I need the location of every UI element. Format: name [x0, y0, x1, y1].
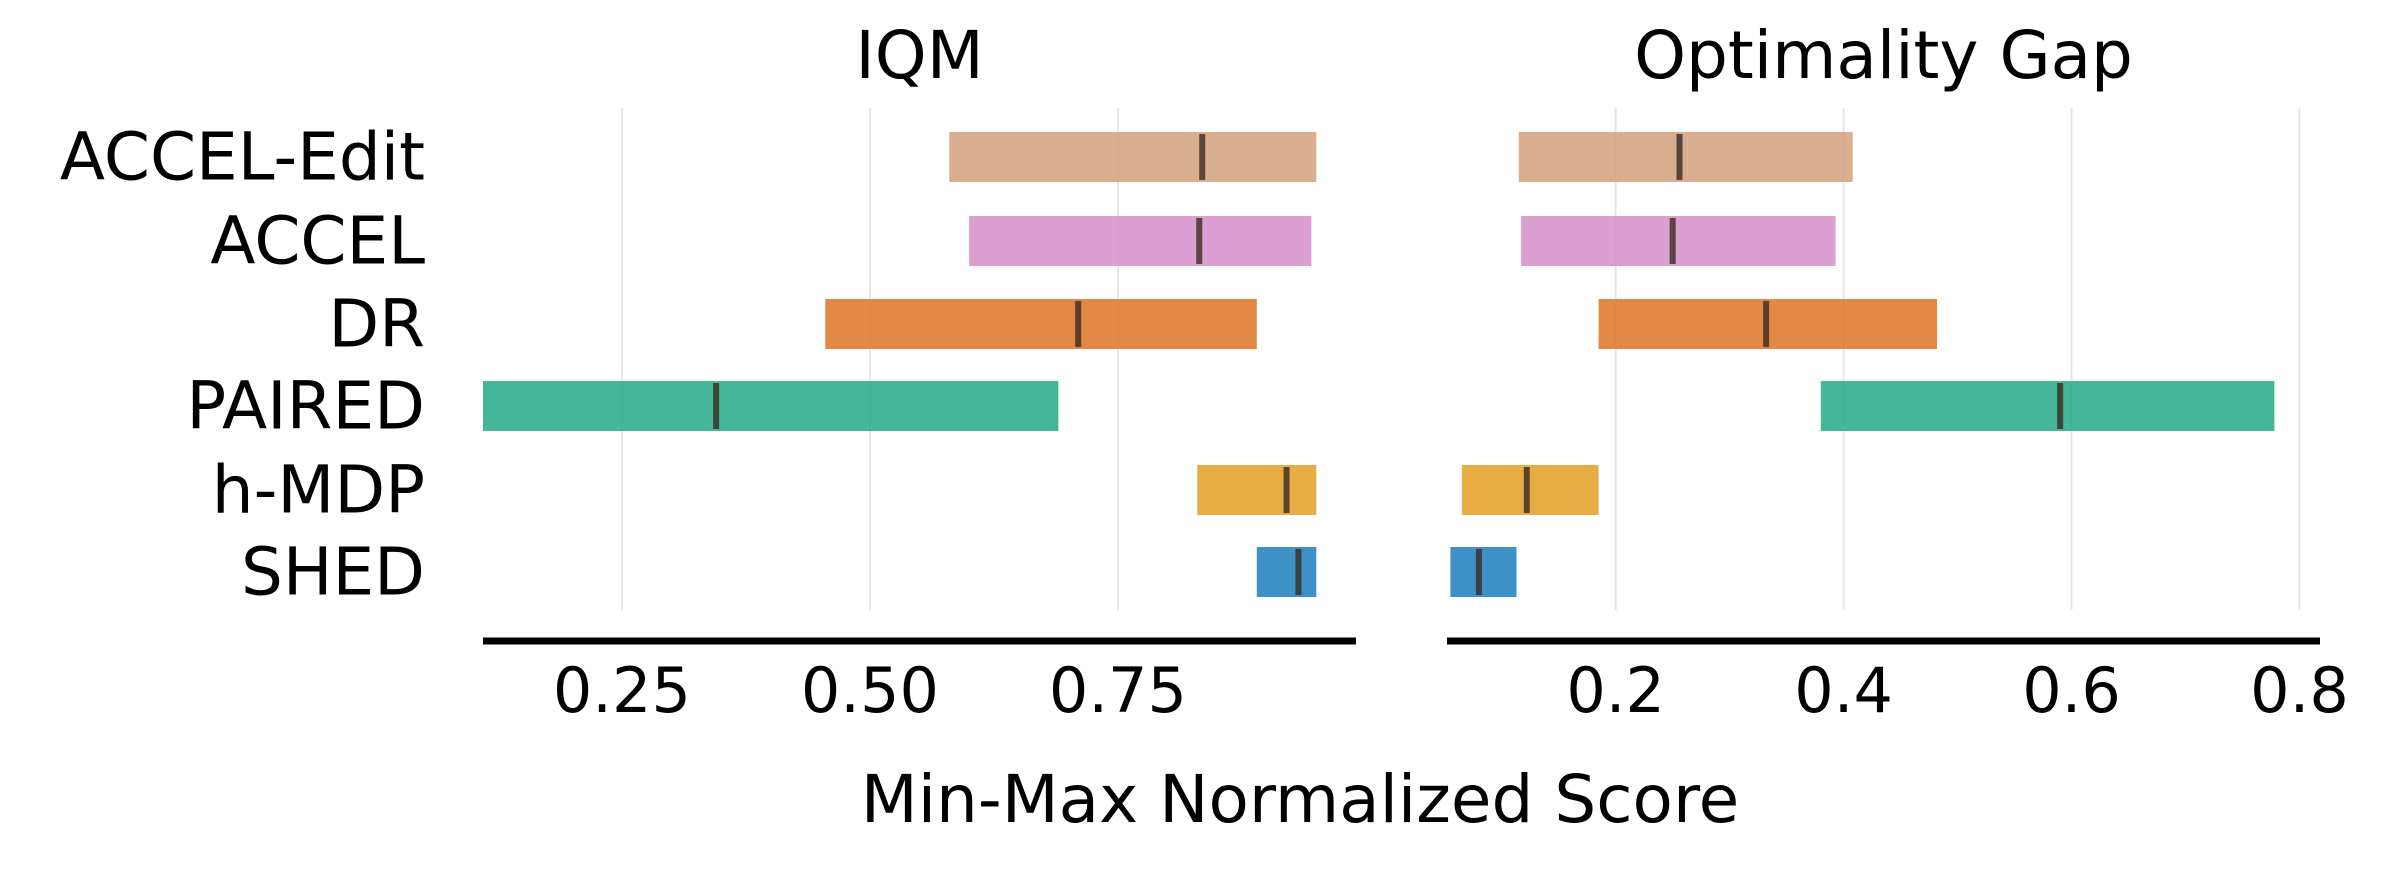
- optimality-gap-panel: Optimality Gap 0.2 0.4 0.6 0.8: [1447, 17, 2349, 727]
- iqm-x-tick-label: 0.25: [553, 654, 691, 727]
- iqm-panel-title: IQM: [855, 17, 983, 94]
- gap-x-tick-label: 0.6: [2022, 654, 2121, 727]
- gap-interval-bar-shed: [1450, 547, 1517, 597]
- iqm-interval-bar-accel: [969, 216, 1312, 266]
- iqm-interval-bar-accel-edit: [949, 132, 1317, 182]
- gap-x-tick-label: 0.8: [2250, 654, 2349, 727]
- gap-x-tick-label: 0.2: [1566, 654, 1665, 727]
- gap-interval-bar-paired: [1820, 381, 2275, 431]
- gap-x-tick-label: 0.4: [1794, 654, 1893, 727]
- gap-panel-title: Optimality Gap: [1634, 17, 2133, 94]
- row-label-h-mdp: h-MDP: [212, 452, 425, 529]
- x-axis-label: Min-Max Normalized Score: [861, 761, 1739, 838]
- row-label-accel-edit: ACCEL-Edit: [60, 119, 425, 196]
- iqm-interval-bar-paired: [483, 381, 1059, 431]
- row-label-shed: SHED: [241, 534, 425, 611]
- iqm-x-tick-label: 0.50: [801, 654, 939, 727]
- row-label-accel: ACCEL: [210, 203, 425, 280]
- gap-interval-bar-accel-edit: [1518, 132, 1853, 182]
- iqm-interval-bar-h-mdp: [1197, 465, 1317, 515]
- row-label-paired: PAIRED: [186, 368, 425, 445]
- iqm-interval-bar-shed: [1256, 547, 1317, 597]
- iqm-x-tick-label: 0.75: [1049, 654, 1187, 727]
- gap-interval-bar-h-mdp: [1461, 465, 1599, 515]
- iqm-interval-bar-dr: [825, 299, 1257, 349]
- row-label-dr: DR: [328, 286, 425, 363]
- gap-interval-bar-accel: [1521, 216, 1836, 266]
- iqm-panel: IQM 0.25 0.50 0.75: [483, 17, 1356, 727]
